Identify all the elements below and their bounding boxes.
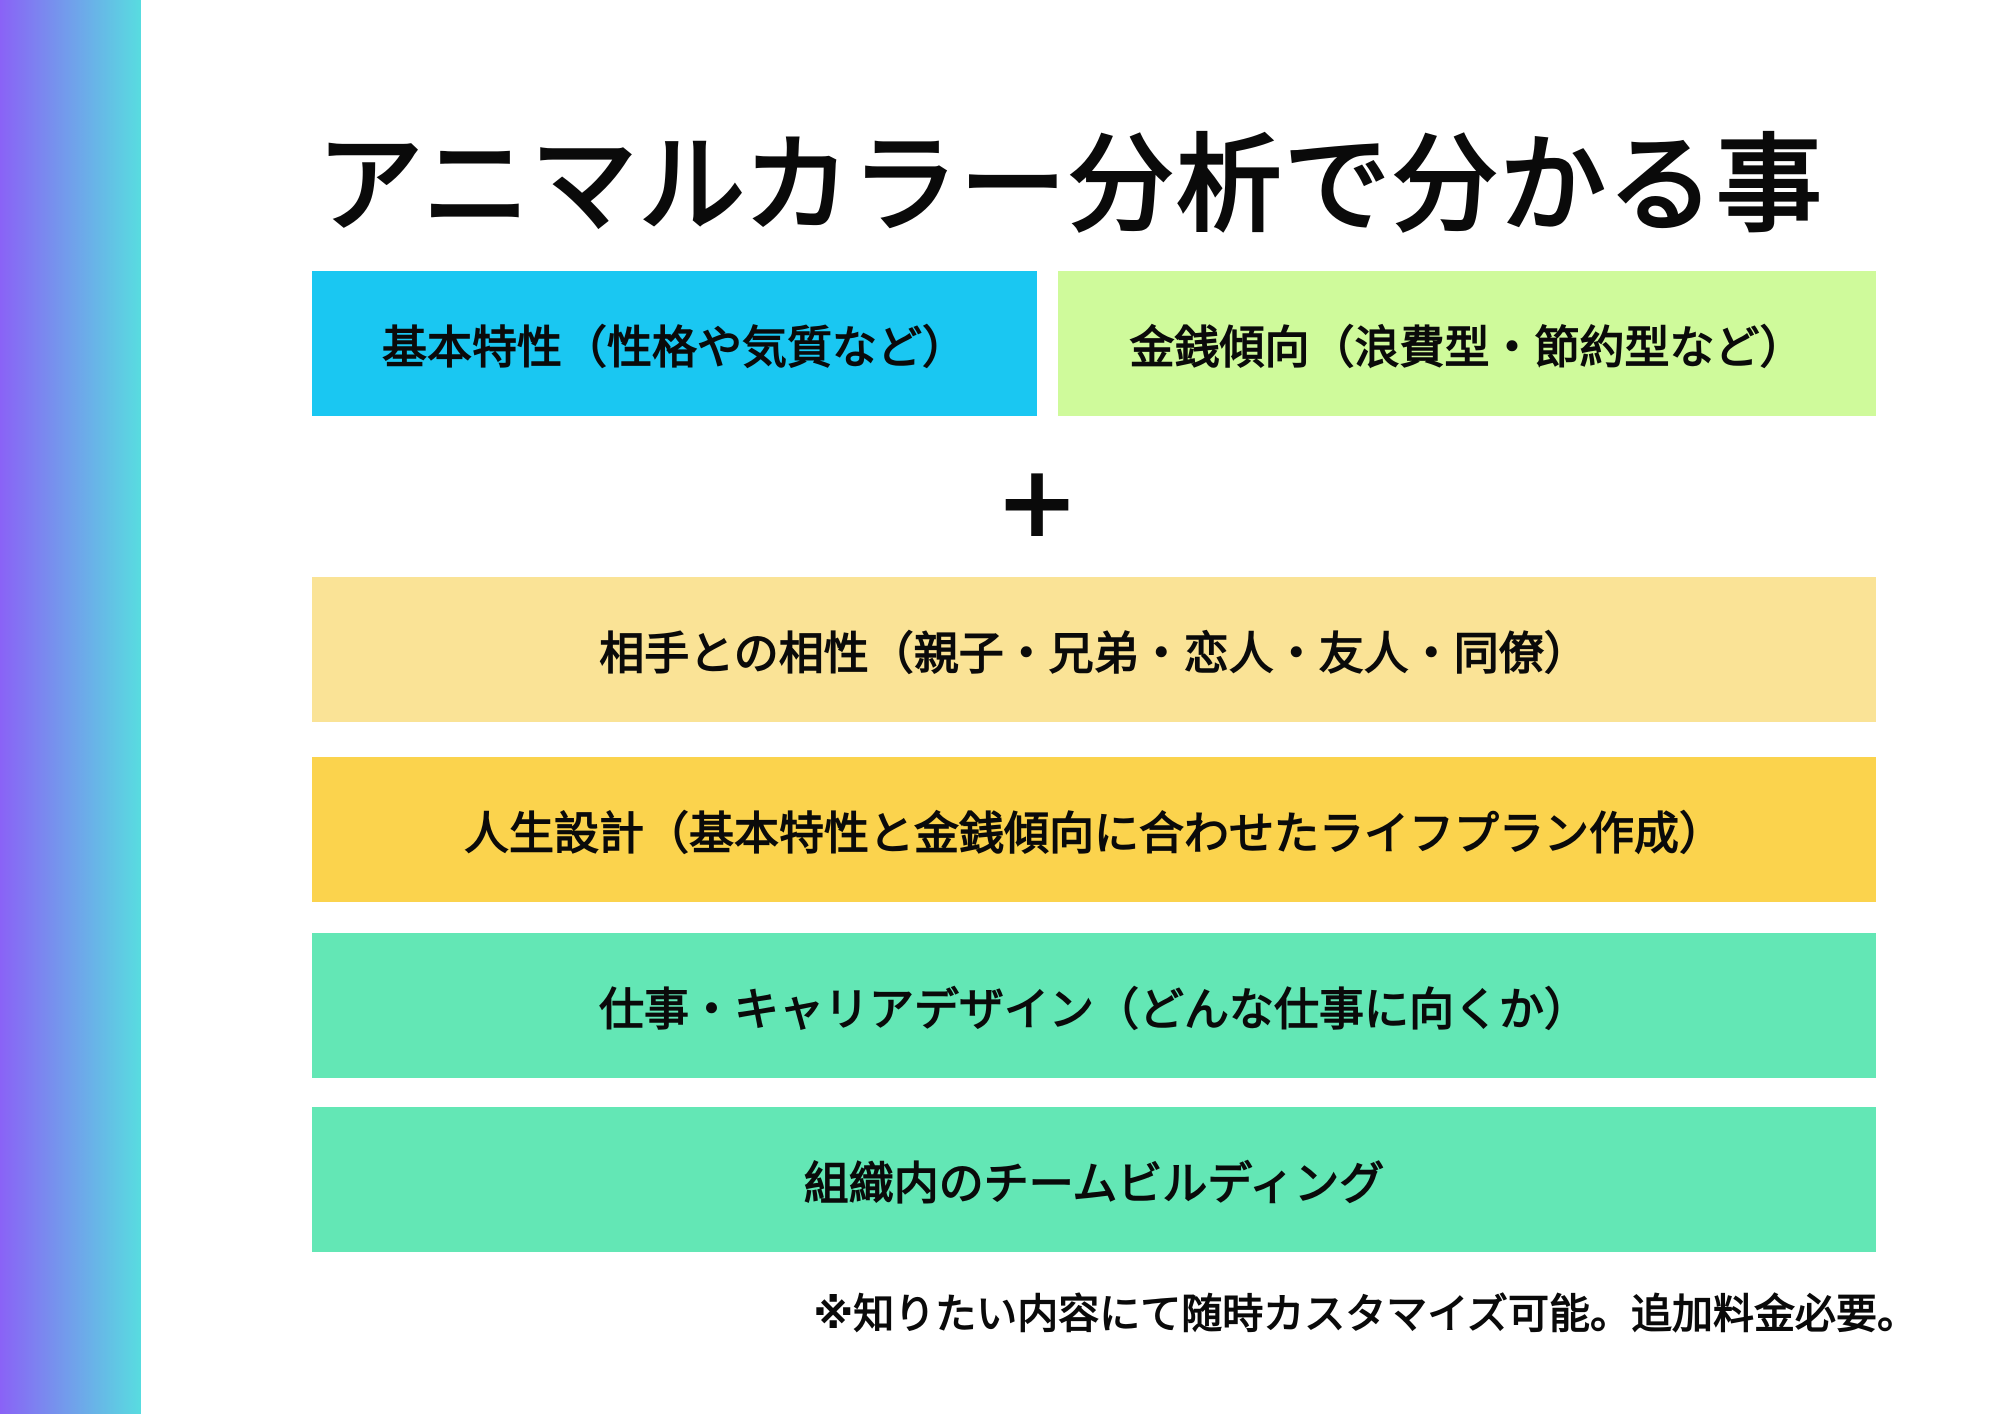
box-compatibility: 相手との相性（親子・兄弟・恋人・友人・同僚）: [312, 577, 1876, 722]
accent-gradient-bar: [0, 0, 141, 1414]
plus-icon: +: [995, 443, 1079, 560]
box-money-tendency: 金銭傾向（浪費型・節約型など）: [1058, 271, 1876, 416]
box-life-design: 人生設計（基本特性と金銭傾向に合わせたライフプラン作成）: [312, 757, 1876, 902]
page-title: アニマルカラー分析で分かる事: [317, 124, 1824, 248]
box-team-building: 組織内のチームビルディング: [312, 1107, 1876, 1252]
box-basic-traits: 基本特性（性格や気質など）: [312, 271, 1037, 416]
box-career-design: 仕事・キャリアデザイン（どんな仕事に向くか）: [312, 933, 1876, 1078]
footnote-text: ※知りたい内容にて随時カスタマイズ可能。追加料金必要。: [813, 1290, 1918, 1338]
